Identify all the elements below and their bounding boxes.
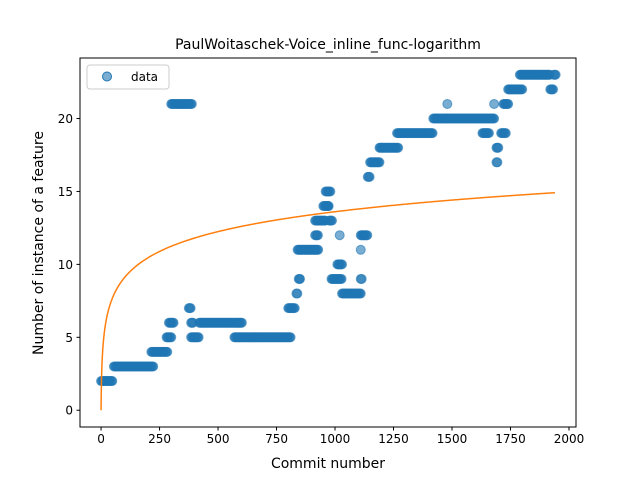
data-point xyxy=(503,98,514,109)
data-point xyxy=(362,230,373,241)
data-point xyxy=(148,361,159,372)
data-point xyxy=(500,128,511,139)
y-axis-label: Number of instance of a feature xyxy=(31,131,47,355)
chart-marks xyxy=(96,69,561,411)
data-point xyxy=(285,332,296,343)
data-point xyxy=(550,69,561,80)
legend-label: data xyxy=(131,70,158,84)
data-point xyxy=(393,142,404,153)
x-tick-label: 500 xyxy=(207,432,230,446)
data-point xyxy=(489,113,500,124)
x-axis-label: Commit number xyxy=(271,456,385,472)
x-tick-label: 1250 xyxy=(378,432,409,446)
chart-axes: 0 250 500 750 1000 1250 1500 1750 2000 0 5 10 15 20 xyxy=(58,112,585,446)
data-point xyxy=(427,128,438,139)
data-point xyxy=(337,259,348,270)
fit-line xyxy=(100,191,555,411)
x-tick-label: 1750 xyxy=(495,432,526,446)
data-point xyxy=(107,376,118,387)
data-point xyxy=(355,288,366,299)
data-point xyxy=(364,171,375,182)
data-point xyxy=(492,157,503,168)
x-tick-label: 750 xyxy=(265,432,288,446)
data-point xyxy=(326,215,337,226)
data-point xyxy=(166,332,177,343)
data-point xyxy=(442,98,453,109)
legend: data xyxy=(86,64,170,90)
data-point xyxy=(489,98,500,109)
data-point xyxy=(294,273,305,284)
data-point xyxy=(517,84,528,95)
x-tick-label: 1500 xyxy=(437,432,468,446)
data-point xyxy=(548,84,559,95)
chart-title: PaulWoitaschek-Voice_inline_func-logarit… xyxy=(175,37,481,53)
y-tick-label: 10 xyxy=(58,258,73,272)
data-point xyxy=(168,317,179,328)
y-tick-label: 15 xyxy=(58,185,73,199)
data-point xyxy=(493,142,504,153)
data-point xyxy=(336,273,347,284)
data-point xyxy=(323,201,334,212)
data-point xyxy=(193,332,204,343)
data-point xyxy=(162,346,173,357)
data-point xyxy=(312,230,323,241)
data-point xyxy=(334,230,345,241)
y-tick-label: 0 xyxy=(65,404,73,418)
y-tick-label: 20 xyxy=(58,112,73,126)
data-point xyxy=(236,317,247,328)
data-point xyxy=(483,128,494,139)
data-point xyxy=(289,303,300,314)
data-point xyxy=(185,303,196,314)
x-tick-label: 2000 xyxy=(554,432,585,446)
data-point xyxy=(313,244,324,255)
legend-box xyxy=(86,64,170,90)
data-point xyxy=(186,98,197,109)
x-tick-label: 250 xyxy=(148,432,171,446)
data-point xyxy=(356,273,367,284)
data-point xyxy=(292,288,303,299)
legend-marker xyxy=(102,71,112,82)
data-point xyxy=(355,244,366,255)
data-point xyxy=(374,157,385,168)
x-tick-label: 0 xyxy=(97,432,105,446)
x-tick-label: 1000 xyxy=(320,432,351,446)
plot-frame xyxy=(79,57,577,428)
data-point xyxy=(325,186,336,197)
y-tick-label: 5 xyxy=(65,331,73,345)
